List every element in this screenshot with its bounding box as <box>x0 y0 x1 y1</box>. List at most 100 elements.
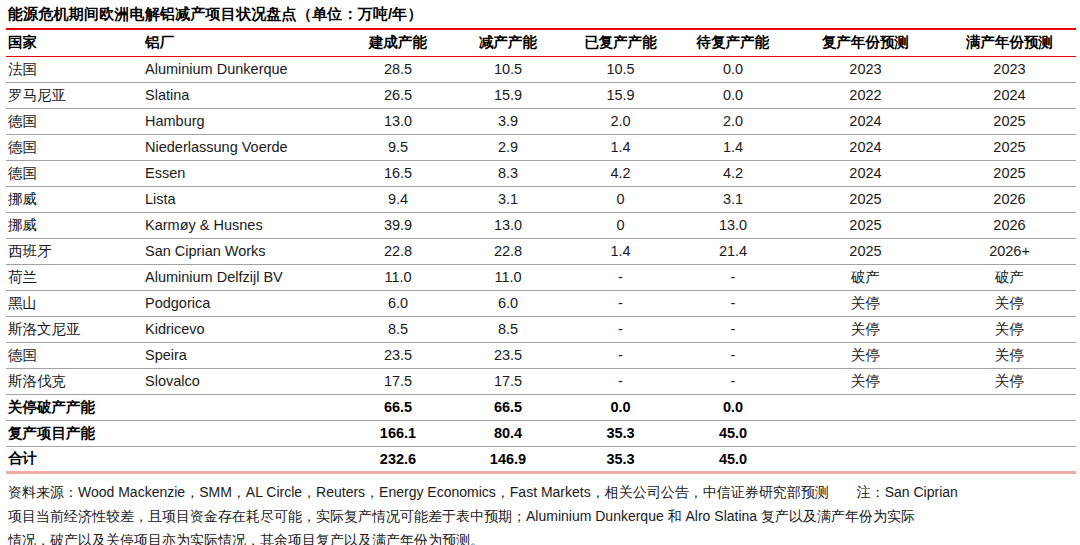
cell-cut: 6.0 <box>453 290 563 316</box>
cell-country: 西班牙 <box>6 238 143 264</box>
cell-resumed: 35.3 <box>563 420 678 446</box>
cell-full-year <box>943 420 1076 446</box>
cell-resume-year: 2025 <box>788 238 943 264</box>
cell-cut: 13.0 <box>453 212 563 238</box>
table-title: 能源危机期间欧洲电解铝减产项目状况盘点（单位：万吨/年） <box>6 2 1076 28</box>
cell-resumed: 35.3 <box>563 446 678 472</box>
cell-resumed: - <box>563 316 678 342</box>
cell-country: 罗马尼亚 <box>6 82 143 108</box>
summary-label: 合计 <box>6 446 343 472</box>
cell-resumed: 0 <box>563 186 678 212</box>
cell-resume-year: 2024 <box>788 108 943 134</box>
cell-pending: - <box>678 264 788 290</box>
cell-resume-year <box>788 394 943 420</box>
cell-plant: Essen <box>143 160 343 186</box>
col-header-full-year-forecast: 满产年份预测 <box>943 29 1076 56</box>
cell-resume-year: 关停 <box>788 342 943 368</box>
table-row: 德国Hamburg13.03.92.02.020242025 <box>6 108 1076 134</box>
cell-resumed: 10.5 <box>563 56 678 82</box>
col-header-resume-year-forecast: 复产年份预测 <box>788 29 943 56</box>
report-table-figure: 能源危机期间欧洲电解铝减产项目状况盘点（单位：万吨/年） 国家 铝厂 建成产能 … <box>0 0 1080 545</box>
cell-plant: Slovalco <box>143 368 343 394</box>
footnote-source-line: 资料来源：Wood Mackenzie，SMM，AL Circle，Reuter… <box>8 480 1076 504</box>
cell-built: 6.0 <box>343 290 453 316</box>
cell-plant: Karmøy & Husnes <box>143 212 343 238</box>
cell-full-year: 关停 <box>943 290 1076 316</box>
cell-resume-year: 关停 <box>788 290 943 316</box>
cell-pending: 0.0 <box>678 82 788 108</box>
cell-resumed: 1.4 <box>563 134 678 160</box>
cell-full-year: 2023 <box>943 56 1076 82</box>
cell-cut: 3.1 <box>453 186 563 212</box>
cell-cut: 66.5 <box>453 394 563 420</box>
cell-resumed: 1.4 <box>563 238 678 264</box>
cell-plant: Speira <box>143 342 343 368</box>
table-row: 德国Niederlassung Voerde9.52.91.41.4202420… <box>6 134 1076 160</box>
col-header-resumed-capacity: 已复产产能 <box>563 29 678 56</box>
cell-country: 挪威 <box>6 186 143 212</box>
cell-country: 斯洛伐克 <box>6 368 143 394</box>
cell-cut: 80.4 <box>453 420 563 446</box>
cell-cut: 146.9 <box>453 446 563 472</box>
cell-pending: 4.2 <box>678 160 788 186</box>
cell-built: 22.8 <box>343 238 453 264</box>
cell-built: 166.1 <box>343 420 453 446</box>
cell-country: 斯洛文尼亚 <box>6 316 143 342</box>
table-row: 斯洛文尼亚Kidricevo8.58.5--关停关停 <box>6 316 1076 342</box>
cell-plant: Hamburg <box>143 108 343 134</box>
cell-built: 66.5 <box>343 394 453 420</box>
cell-country: 荷兰 <box>6 264 143 290</box>
cell-full-year: 关停 <box>943 368 1076 394</box>
cell-resumed: 4.2 <box>563 160 678 186</box>
cell-pending: 45.0 <box>678 446 788 472</box>
cell-built: 9.4 <box>343 186 453 212</box>
cell-resume-year: 破产 <box>788 264 943 290</box>
header-row: 国家 铝厂 建成产能 减产产能 已复产产能 待复产产能 复产年份预测 满产年份预… <box>6 29 1076 56</box>
summary-label: 关停破产产能 <box>6 394 343 420</box>
cell-country: 德国 <box>6 342 143 368</box>
cell-resume-year: 2024 <box>788 134 943 160</box>
cell-full-year: 破产 <box>943 264 1076 290</box>
cell-resume-year: 2025 <box>788 212 943 238</box>
cell-full-year: 2025 <box>943 160 1076 186</box>
cell-pending: 1.4 <box>678 134 788 160</box>
table-row: 法国Aluminium Dunkerque28.510.510.50.02023… <box>6 56 1076 82</box>
table-row: 黑山Podgorica6.06.0--关停关停 <box>6 290 1076 316</box>
cell-pending: 2.0 <box>678 108 788 134</box>
cell-built: 8.5 <box>343 316 453 342</box>
cell-resumed: 2.0 <box>563 108 678 134</box>
footnote-note-line: 情况，破产以及关停项目亦为实际情况，其余项目复产以及满产年份为预测。 <box>8 528 1076 545</box>
table-row: 罗马尼亚Slatina26.515.915.90.020222024 <box>6 82 1076 108</box>
cell-built: 26.5 <box>343 82 453 108</box>
cell-cut: 3.9 <box>453 108 563 134</box>
cell-country: 法国 <box>6 56 143 82</box>
cell-cut: 15.9 <box>453 82 563 108</box>
cell-resumed: 0.0 <box>563 394 678 420</box>
cell-plant: Aluminium Dunkerque <box>143 56 343 82</box>
cell-built: 28.5 <box>343 56 453 82</box>
cell-resumed: 15.9 <box>563 82 678 108</box>
table-row: 德国Essen16.58.34.24.220242025 <box>6 160 1076 186</box>
col-header-cut-capacity: 减产产能 <box>453 29 563 56</box>
cell-country: 挪威 <box>6 212 143 238</box>
cell-cut: 23.5 <box>453 342 563 368</box>
cell-cut: 10.5 <box>453 56 563 82</box>
cell-full-year <box>943 394 1076 420</box>
cell-pending: - <box>678 316 788 342</box>
cell-full-year: 关停 <box>943 316 1076 342</box>
cell-full-year <box>943 446 1076 472</box>
cell-pending: 0.0 <box>678 56 788 82</box>
table-row: 挪威Karmøy & Husnes39.913.0013.020252026 <box>6 212 1076 238</box>
cell-resume-year: 2025 <box>788 186 943 212</box>
cell-resume-year: 关停 <box>788 368 943 394</box>
summary-row: 关停破产产能66.566.50.00.0 <box>6 394 1076 420</box>
cell-resume-year: 关停 <box>788 316 943 342</box>
cell-resumed: - <box>563 290 678 316</box>
col-header-built-capacity: 建成产能 <box>343 29 453 56</box>
cell-country: 德国 <box>6 134 143 160</box>
col-header-country: 国家 <box>6 29 143 56</box>
cell-pending: 0.0 <box>678 394 788 420</box>
cell-plant: Niederlassung Voerde <box>143 134 343 160</box>
table-row: 德国Speira23.523.5--关停关停 <box>6 342 1076 368</box>
col-header-pending-capacity: 待复产产能 <box>678 29 788 56</box>
